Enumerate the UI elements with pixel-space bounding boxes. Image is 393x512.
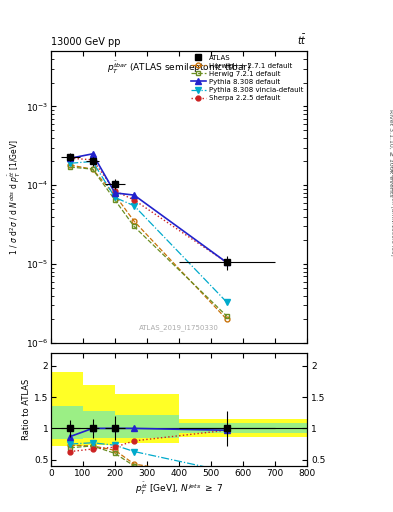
Legend: ATLAS, Herwig++ 2.7.1 default, Herwig 7.2.1 default, Pythia 8.308 default, Pythi: ATLAS, Herwig++ 2.7.1 default, Herwig 7.…	[191, 55, 303, 101]
Text: Rivet 3.1.10, ≥ 100k events: Rivet 3.1.10, ≥ 100k events	[389, 110, 393, 197]
Text: $p_T^{\bar{t}bar}$ (ATLAS semileptonic ttbar): $p_T^{\bar{t}bar}$ (ATLAS semileptonic t…	[107, 60, 251, 76]
X-axis label: $p^{\bar{t}t}_T$ [GeV], $N^{jets}$ $\geq$ 7: $p^{\bar{t}t}_T$ [GeV], $N^{jets}$ $\geq…	[134, 480, 223, 497]
Y-axis label: Ratio to ATLAS: Ratio to ATLAS	[22, 379, 31, 440]
Y-axis label: 1 / $\sigma$ d$^2\sigma$ / d $N^{obs}$ d $p^{\bar{t}t}_{T}$ [1/GeV]: 1 / $\sigma$ d$^2\sigma$ / d $N^{obs}$ d…	[7, 139, 23, 255]
Text: ATLAS_2019_I1750330: ATLAS_2019_I1750330	[139, 325, 219, 331]
Text: mcplots.cern.ch [arXiv:1306.3436]: mcplots.cern.ch [arXiv:1306.3436]	[390, 160, 393, 256]
Text: 13000 GeV pp: 13000 GeV pp	[51, 37, 121, 47]
Text: $t\bar{t}$: $t\bar{t}$	[297, 33, 307, 47]
